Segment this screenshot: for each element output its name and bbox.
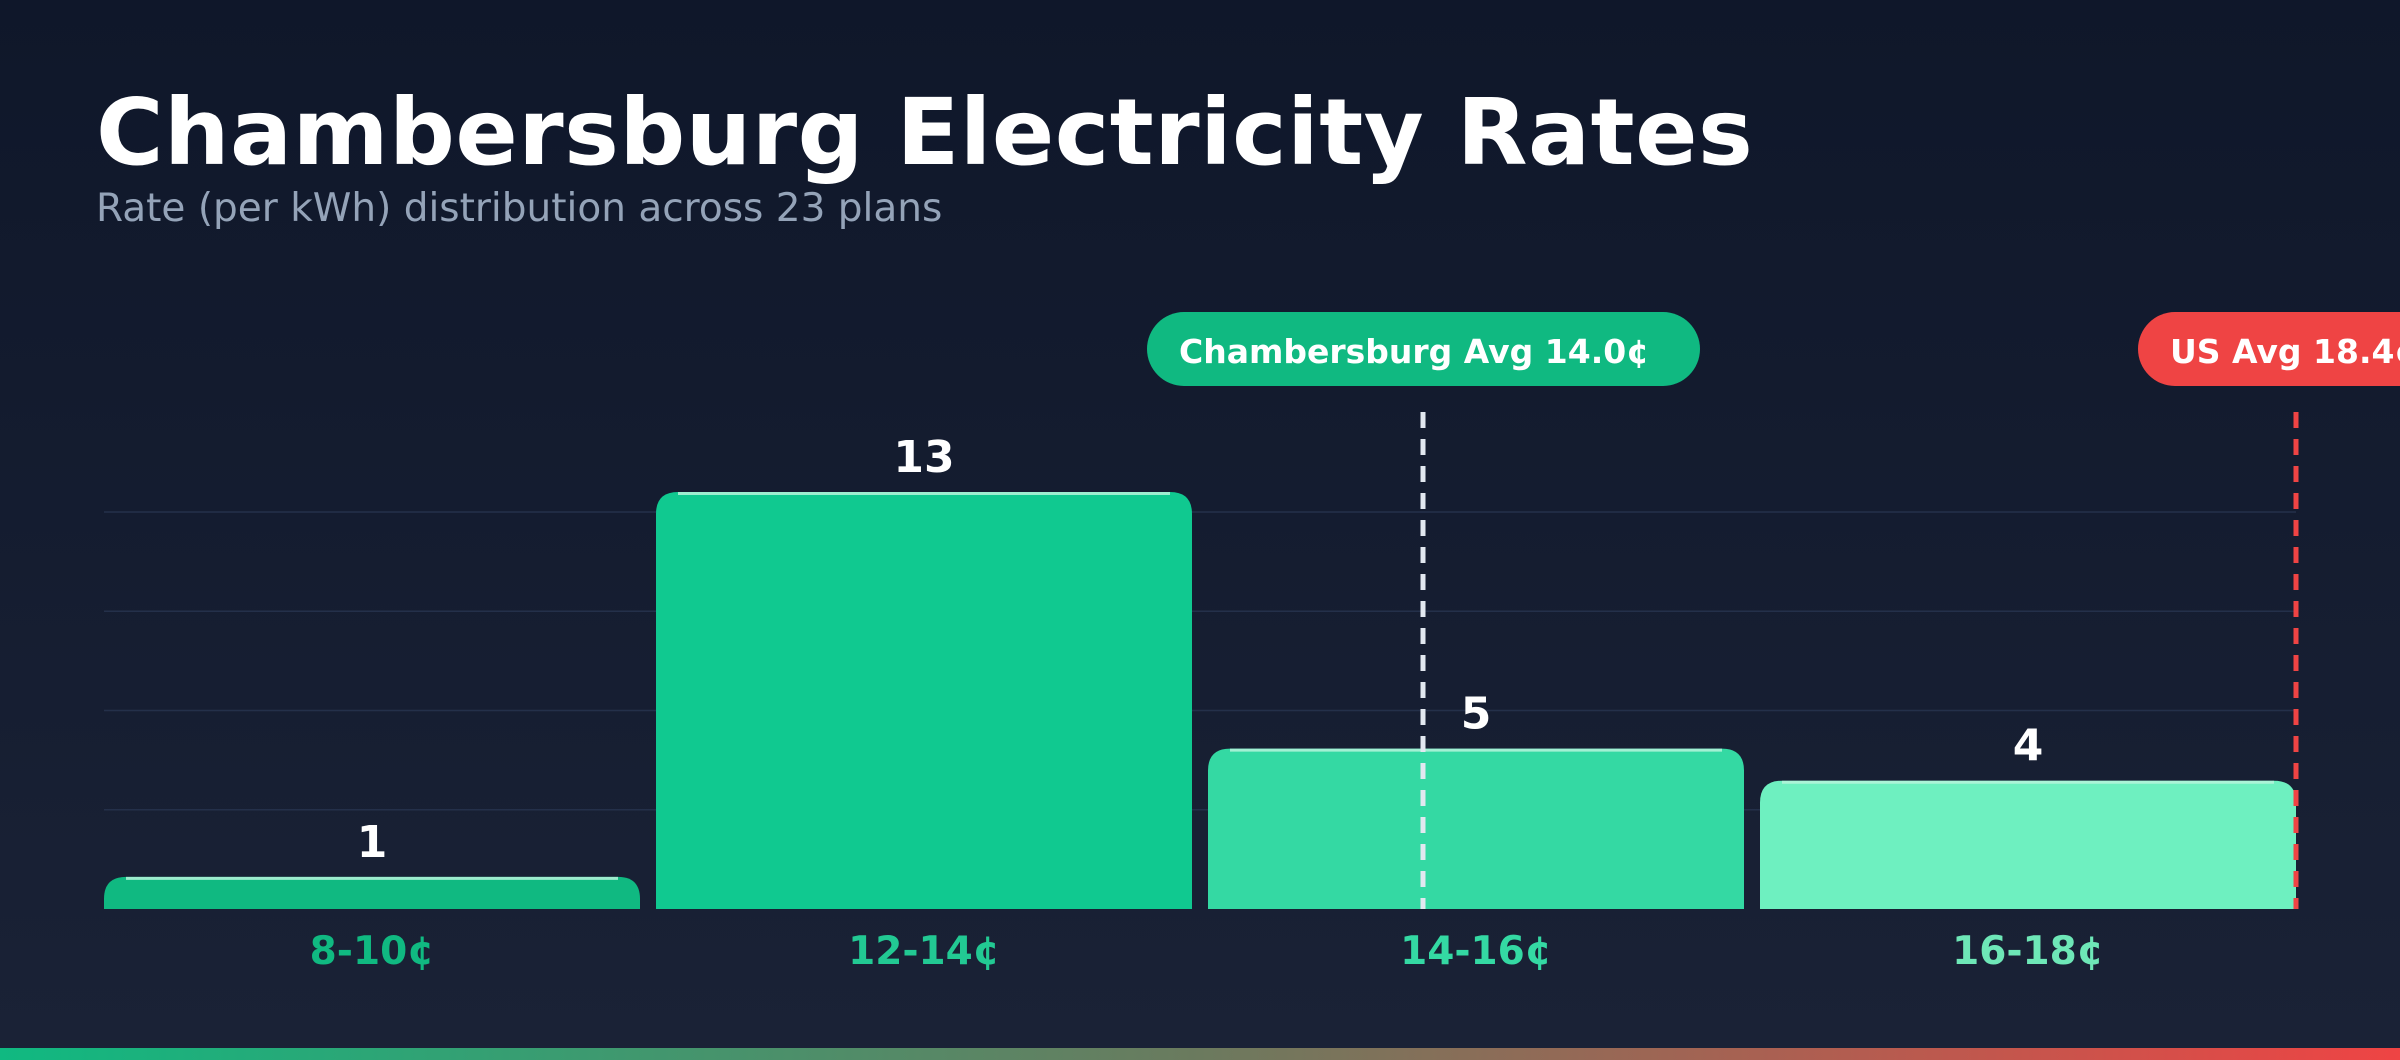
category-label-3: 14-16¢ bbox=[1400, 929, 1552, 974]
bar-2 bbox=[656, 492, 1192, 909]
bar-value-label-2: 13 bbox=[893, 432, 954, 483]
bar-value-label-3: 5 bbox=[1461, 689, 1492, 740]
average-pill-label-2: US Avg 18.4¢ bbox=[2170, 332, 2400, 371]
average-pill-2 bbox=[2138, 312, 2400, 386]
bar-4 bbox=[1760, 780, 2296, 909]
page-title: Chambersburg Electricity Rates bbox=[96, 79, 1754, 186]
average-pill-1 bbox=[1147, 312, 1700, 386]
category-label-1: 8-10¢ bbox=[310, 929, 435, 974]
bar-value-label-1: 1 bbox=[357, 817, 388, 868]
average-pill-label-1: Chambersburg Avg 14.0¢ bbox=[1179, 332, 1649, 371]
bar-value-label-4: 4 bbox=[2013, 721, 2044, 772]
bar-3 bbox=[1208, 748, 1744, 909]
category-label-2: 12-14¢ bbox=[848, 929, 1000, 974]
bar-1 bbox=[104, 876, 640, 909]
chart-header: Chambersburg Electricity Rates Rate (per… bbox=[96, 78, 1753, 231]
page-subtitle: Rate (per kWh) distribution across 23 pl… bbox=[96, 186, 943, 231]
bottom-accent-bar bbox=[0, 1048, 2400, 1060]
category-label-4: 16-18¢ bbox=[1952, 929, 2104, 974]
